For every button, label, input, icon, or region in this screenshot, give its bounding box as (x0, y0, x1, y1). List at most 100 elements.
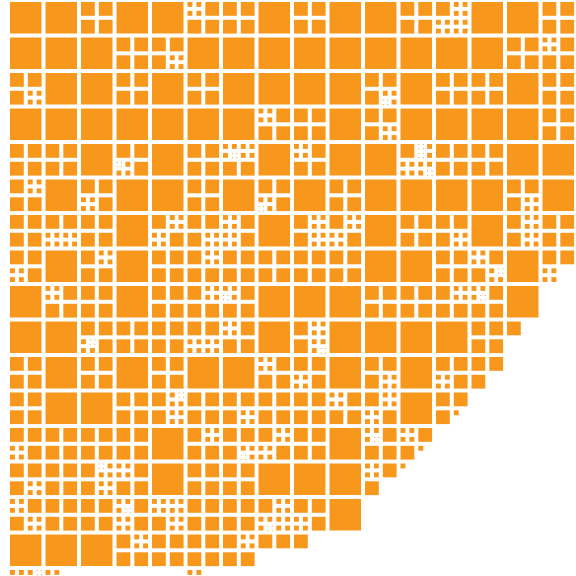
mosaic-square (240, 419, 246, 424)
mosaic-square (223, 268, 237, 283)
mosaic-square (134, 55, 149, 70)
mosaic-square (27, 481, 33, 487)
mosaic-square (10, 570, 15, 575)
mosaic-square (382, 357, 397, 371)
mosaic-square (524, 223, 530, 229)
mosaic-square (329, 357, 361, 389)
mosaic-square (36, 188, 42, 194)
mosaic-square (311, 357, 326, 371)
mosaic-square (294, 392, 308, 407)
mosaic-square (231, 330, 237, 336)
mosaic-square (524, 55, 539, 70)
mosaic-square (245, 459, 247, 461)
mosaic-square (187, 321, 202, 336)
mosaic-square (125, 463, 131, 469)
mosaic-square (258, 144, 290, 176)
mosaic-square (320, 330, 326, 336)
mosaic-square (98, 516, 113, 531)
mosaic-square (507, 144, 539, 176)
mosaic-square (178, 392, 180, 394)
mosaic-square (542, 2, 557, 16)
mosaic-square (400, 392, 432, 424)
mosaic-square (98, 303, 113, 318)
mosaic-square (382, 463, 397, 478)
mosaic-square (258, 2, 290, 34)
mosaic-square (134, 410, 149, 425)
mosaic-square (542, 46, 548, 52)
mosaic-square (391, 374, 397, 380)
mosaic-square (10, 215, 24, 229)
mosaic-square (294, 534, 308, 549)
mosaic-square (294, 410, 308, 425)
mosaic-square (258, 37, 290, 69)
mosaic-square (10, 90, 24, 105)
mosaic-square (524, 241, 530, 247)
mosaic-square (436, 321, 468, 353)
mosaic-square (560, 73, 575, 87)
mosaic-square (258, 428, 273, 442)
mosaic-square (227, 299, 229, 301)
mosaic-square (471, 357, 486, 371)
mosaic-square (249, 152, 255, 158)
mosaic-square (81, 303, 95, 318)
mosaic-square (258, 365, 264, 371)
mosaic-square (240, 543, 246, 549)
mosaic-square (391, 383, 397, 389)
mosaic-square (542, 215, 557, 229)
mosaic-square (427, 170, 429, 172)
mosaic-square (507, 73, 539, 105)
mosaic-square (551, 37, 557, 43)
mosaic-square (400, 303, 415, 318)
mosaic-square (152, 534, 166, 549)
mosaic-square (453, 241, 459, 247)
mosaic-square (400, 463, 406, 469)
mosaic-square (45, 232, 51, 238)
mosaic-square (431, 170, 433, 172)
mosaic-square (418, 2, 433, 16)
mosaic-square (462, 2, 468, 7)
mosaic-square (471, 374, 486, 389)
mosaic-square (542, 19, 557, 34)
mosaic-square (400, 232, 415, 247)
mosaic-square (320, 352, 322, 354)
mosaic-square (258, 534, 273, 549)
mosaic-square (205, 259, 211, 265)
mosaic-square (205, 90, 220, 105)
mosaic-square (152, 410, 166, 425)
mosaic-square (129, 512, 131, 514)
mosaic-square (116, 179, 148, 211)
mosaic-square (54, 286, 60, 291)
mosaic-square (10, 410, 24, 425)
mosaic-square (178, 64, 184, 69)
mosaic-square (116, 73, 131, 87)
mosaic-square (143, 534, 148, 540)
mosaic-square (524, 206, 530, 211)
mosaic-square (223, 215, 228, 220)
mosaic-square (249, 454, 255, 460)
mosaic-square (382, 401, 388, 407)
mosaic-square (116, 392, 131, 407)
mosaic-square (453, 250, 468, 265)
mosaic-square (560, 37, 575, 52)
mosaic-square (418, 286, 433, 300)
mosaic-square (320, 215, 326, 220)
mosaic-square (98, 197, 113, 212)
mosaic-square (258, 374, 273, 389)
mosaic-square (462, 294, 468, 300)
mosaic-square (178, 223, 184, 229)
mosaic-square (462, 232, 468, 238)
mosaic-square (169, 215, 175, 220)
mosaic-square (471, 250, 477, 256)
mosaic-square (223, 108, 255, 140)
mosaic-square (365, 37, 397, 69)
mosaic-square (116, 144, 131, 158)
mosaic-square (89, 339, 91, 341)
mosaic-square (436, 215, 450, 229)
mosaic-square (205, 215, 220, 229)
mosaic-square (373, 472, 379, 478)
mosaic-square (249, 419, 255, 424)
mosaic-square (311, 2, 326, 16)
mosaic-square (187, 339, 193, 345)
mosaic-square (214, 250, 219, 256)
mosaic-square (36, 481, 42, 487)
